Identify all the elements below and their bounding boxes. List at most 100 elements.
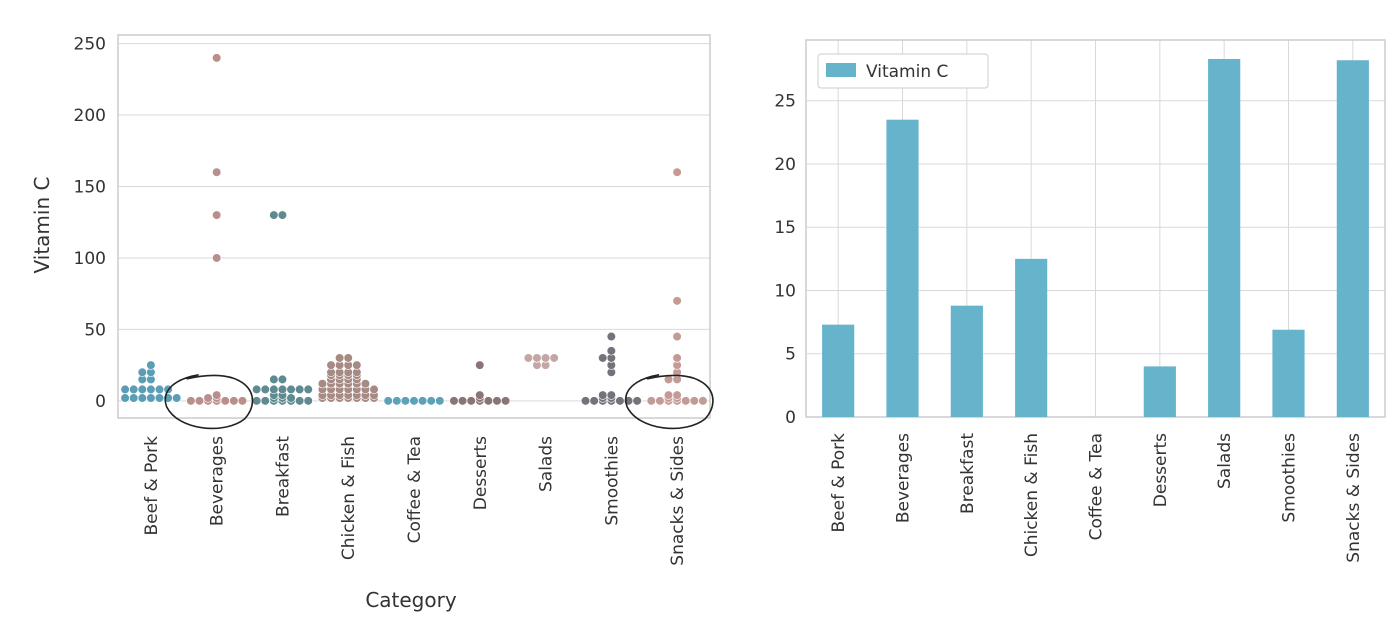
swarm-point [137,384,147,395]
swarm-point [492,396,502,406]
swarm-point [606,390,616,400]
swarm-xlabel: Category [365,588,457,612]
swarm-point [269,384,279,395]
swarm-point [260,384,270,395]
swarm-xtick-label: Smoothies [602,436,622,526]
swarm-point [137,393,147,403]
swarm-xtick-label: Chicken & Fish [339,436,359,560]
swarm-point [146,393,156,403]
bar-xtick-label: Snacks & Sides [1344,433,1364,563]
swarm-xtick-label: Beverages [208,436,228,526]
swarm-point [335,353,345,363]
swarm-xtick-label: Coffee & Tea [405,436,425,543]
swarm-ylabel: Vitamin C [30,177,54,274]
swarm-point [500,396,511,406]
swarm-xtick-label: Desserts [471,436,491,510]
swarm-point [672,331,682,342]
swarm-point [409,396,419,406]
bar-xtick-label: Beef & Pork [829,433,849,533]
swarm-point [229,396,239,406]
swarm-point [672,353,682,363]
bar [1015,258,1048,417]
bar [1336,60,1369,418]
swarm-point [698,396,708,406]
swarm-point [606,331,616,342]
swarm-point [632,396,642,406]
swarm-point [220,396,230,406]
swarm-point [449,396,459,406]
bar-xtick-label: Chicken & Fish [1022,433,1042,557]
swarm-frame [117,34,711,419]
swarm-point [475,360,485,370]
bar [886,119,919,417]
bar-ytick-label: 15 [774,218,796,238]
swarm-point [672,296,682,306]
swarm-point [260,396,270,406]
swarm-point [606,346,616,356]
annotation-circle [164,374,254,430]
swarm-point [360,379,371,389]
bar-xtick-label: Salads [1215,433,1235,489]
swarm-point [383,396,393,406]
bar-xtick-label: Coffee & Tea [1087,433,1107,540]
bar-xtick-label: Breakfast [958,433,978,514]
swarm-point [212,210,222,220]
bar [1143,366,1176,417]
legend-swatch [826,63,856,77]
swarm-point [426,396,436,406]
swarm-ytick-label: 0 [95,392,106,412]
swarm-point [475,390,485,400]
bar [822,324,855,417]
swarm-ytick-label: 50 [84,320,106,340]
bar-ytick-label: 0 [785,408,796,428]
swarm-point [146,360,156,370]
bar-ytick-label: 5 [785,345,796,365]
swarm-ytick-label: 250 [74,35,106,55]
legend-box [817,53,989,89]
swarm-point [689,396,699,406]
swarm-point [203,393,213,403]
swarm-point [277,210,288,220]
swarm-point [303,384,313,395]
bar-ytick-label: 20 [774,155,796,175]
bar-xtick-label: Smoothies [1280,433,1300,523]
swarm-point [343,353,353,363]
swarm-xtick-label: Salads [537,436,557,492]
swarm-point [483,396,493,406]
swarm-point [392,396,402,406]
swarm-point [681,396,691,406]
swarm-point [120,384,130,395]
swarm-point [303,396,313,406]
swarm-point [663,390,674,400]
swarm-point [237,396,248,406]
swarm-ytick-label: 150 [74,177,106,197]
swarm-point [212,167,222,177]
swarm-point [269,210,279,220]
swarm-point [172,393,182,403]
swarm-point [532,353,542,363]
bar-ytick-label: 10 [774,281,796,301]
swarm-point [580,396,591,406]
swarm-point [466,396,476,406]
bar [1208,58,1241,418]
swarm-point [295,384,305,395]
legend: Vitamin C [817,53,989,89]
swarm-point [137,367,147,377]
swarm-point [120,393,130,403]
swarm-point [326,360,336,370]
swarm-point [655,396,665,406]
swarm-point [549,353,559,363]
swarm-point [418,396,428,406]
swarm-point [212,53,222,63]
swarm-point [369,384,379,395]
swarm-ytick-label: 100 [74,249,106,269]
swarm-point [252,384,262,395]
swarm-xtick-label: Breakfast [273,436,293,517]
swarm-ytick-label: 200 [74,106,106,126]
swarm-point [154,393,165,403]
bar-chart: 0 5 10 15 20 25 Beef & Pork Beverages Breakfast C… [774,39,1386,563]
swarm-point [435,396,445,406]
swarm-point [286,384,296,395]
swarm-point [154,384,165,395]
